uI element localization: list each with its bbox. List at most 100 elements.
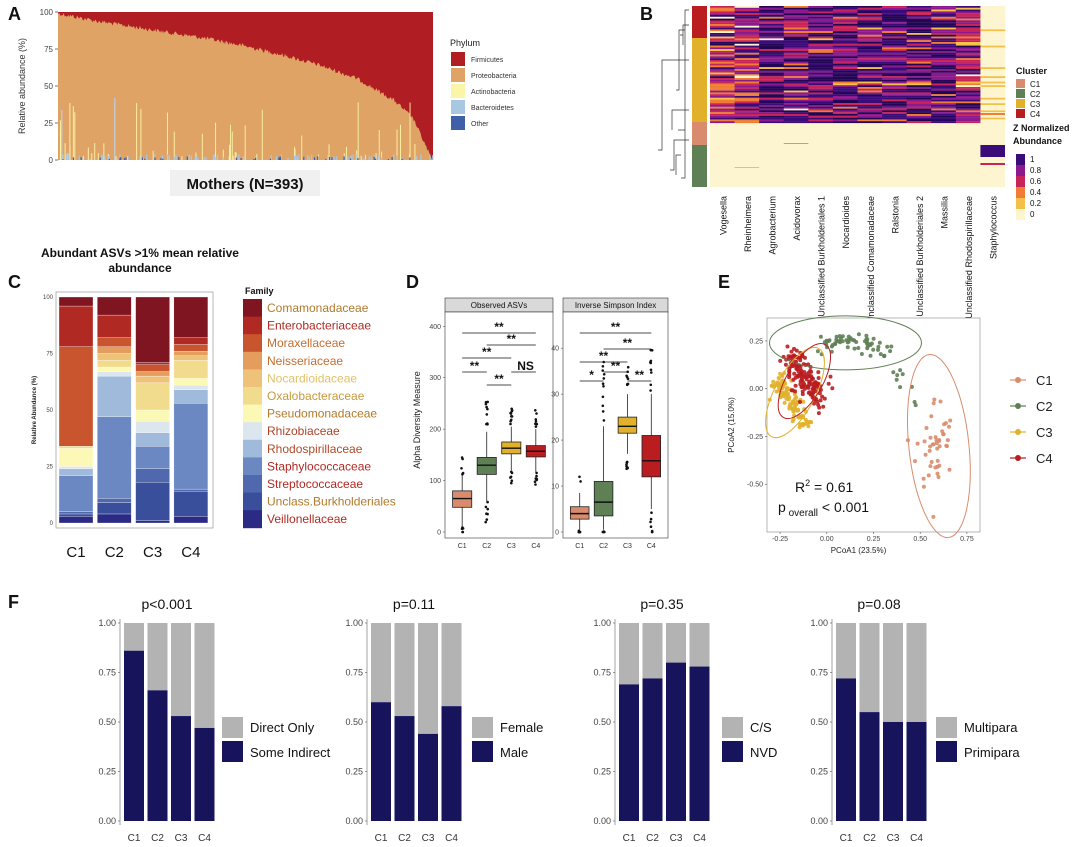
b-heatmap-cell bbox=[955, 34, 981, 37]
e-point-c1 bbox=[937, 444, 942, 449]
b-heatmap-cell bbox=[710, 101, 735, 104]
b-heatmap-cell bbox=[955, 74, 981, 77]
b-heatmap-cell bbox=[857, 20, 883, 23]
f-category-label: C4 bbox=[445, 833, 458, 844]
b-heatmap-cell bbox=[734, 74, 760, 77]
b-heatmap-cell bbox=[710, 9, 735, 12]
e-xtick-label: 0.75 bbox=[960, 536, 974, 543]
e-legend-label: C4 bbox=[1036, 451, 1053, 466]
b-heatmap-cell bbox=[955, 45, 981, 48]
f-legend-swatch-lower bbox=[222, 741, 243, 762]
b-heatmap-cell bbox=[906, 94, 932, 97]
b-heatmap-cell bbox=[955, 29, 981, 32]
b-heatmap-cell bbox=[882, 49, 907, 52]
d-outlier-point bbox=[650, 530, 654, 534]
b-heatmap-cell bbox=[710, 11, 735, 14]
f-category-label: C2 bbox=[863, 833, 876, 844]
a-other-spike bbox=[325, 158, 327, 160]
e-point-c3 bbox=[786, 391, 790, 396]
f-bar-lower bbox=[883, 722, 903, 821]
b-heatmap-cell bbox=[734, 34, 760, 37]
a-bacteroidetes-spike bbox=[308, 156, 310, 160]
e-point-c1 bbox=[922, 439, 927, 444]
b-heatmap-cell bbox=[955, 79, 981, 82]
e-point-c3 bbox=[798, 422, 803, 427]
a-bacteroidetes-spike bbox=[298, 154, 300, 160]
b-heatmap-cell bbox=[808, 83, 834, 86]
a-ytick-label: 0 bbox=[49, 156, 54, 165]
b-heatmap-cell bbox=[832, 74, 858, 77]
a-other-spike bbox=[162, 158, 164, 160]
b-heatmap-cell bbox=[955, 56, 981, 59]
c-legend-swatch bbox=[243, 299, 262, 317]
e-point-c4 bbox=[791, 353, 796, 358]
b-heatmap-cell bbox=[906, 60, 932, 62]
b-heatmap-cell bbox=[857, 94, 883, 97]
e-point-c3 bbox=[803, 409, 808, 414]
a-bacteroidetes-spike bbox=[347, 156, 349, 160]
b-heatmap-cell bbox=[931, 72, 957, 75]
c-bar-segment bbox=[135, 409, 170, 422]
c-legend-swatch bbox=[243, 475, 262, 493]
b-heatmap-cell bbox=[783, 27, 809, 30]
d-box bbox=[641, 435, 662, 478]
a-bacteroidetes-spike bbox=[154, 154, 156, 160]
b-heatmap-cell bbox=[980, 69, 1006, 71]
f-ytick-label: 0.75 bbox=[593, 668, 611, 678]
b-heatmap-cell bbox=[980, 99, 1006, 102]
b-heatmap-cell bbox=[980, 60, 1006, 62]
c-category-label: C1 bbox=[66, 544, 85, 561]
c-bar-segment bbox=[58, 346, 94, 447]
b-heatmap-cell bbox=[759, 74, 785, 77]
b-heatmap-cell bbox=[759, 61, 785, 64]
b-heatmap-cell bbox=[734, 108, 760, 111]
b-heatmap-cell bbox=[906, 110, 932, 113]
b-heatmap-cell bbox=[980, 106, 1006, 109]
b-heatmap-cell bbox=[808, 90, 834, 93]
b-heatmap-cell bbox=[734, 97, 760, 100]
b-heatmap-cell bbox=[857, 115, 883, 118]
b-heatmap-cell bbox=[710, 33, 735, 35]
a-actinobacteria-spike bbox=[231, 131, 233, 160]
b-heatmap-cell bbox=[759, 40, 785, 43]
b-heatmap-cell bbox=[710, 51, 735, 53]
b-heatmap-cell bbox=[734, 92, 760, 95]
f-ytick-label: 0.50 bbox=[98, 717, 116, 727]
a-bacteroidetes-spike bbox=[378, 155, 380, 160]
f-bar-lower bbox=[441, 706, 462, 821]
a-bacteroidetes-spike bbox=[243, 158, 245, 160]
e-legend-dot-c1 bbox=[1015, 377, 1021, 383]
a-other-spike bbox=[119, 157, 121, 160]
a-other-spike bbox=[125, 157, 127, 160]
a-bacteroidetes-spike bbox=[420, 154, 422, 160]
b-heatmap-cell bbox=[857, 15, 883, 17]
b-heatmap-cell bbox=[783, 119, 809, 122]
a-bacteroidetes-spike bbox=[213, 154, 216, 160]
b-heatmap-cell bbox=[931, 105, 957, 107]
b-heatmap-cell bbox=[734, 33, 760, 35]
e-point-c2 bbox=[898, 368, 903, 373]
b-heatmap-cell bbox=[710, 76, 735, 79]
panel-f-proportions: p<0.001 0.00 0.25 0.50 0.75 1.00 C1 C2 C3 C4 Direc… bbox=[98, 596, 1020, 844]
b-heatmap-cell bbox=[857, 60, 883, 62]
b-heatmap-cell bbox=[980, 81, 1006, 84]
b-heatmap-cell bbox=[955, 20, 981, 23]
f-bar-upper bbox=[418, 623, 438, 734]
c-bar-segment bbox=[97, 296, 132, 316]
a-bacteroidetes-spike bbox=[329, 157, 331, 160]
b-heatmap-cell bbox=[906, 20, 932, 23]
panel-letter-f: F bbox=[8, 592, 19, 612]
c-legend-label: Staphylococcaceae bbox=[267, 459, 371, 473]
b-heatmap-cell bbox=[906, 11, 932, 14]
b-heatmap-cell bbox=[980, 78, 1006, 80]
d-outlier-point bbox=[485, 518, 489, 521]
e-point-c4 bbox=[808, 382, 813, 387]
a-actinobacteria-spike bbox=[365, 154, 366, 160]
a-bacteroidetes-spike bbox=[139, 155, 141, 160]
e-legend-dot-c3 bbox=[1015, 429, 1021, 435]
e-point-c4 bbox=[816, 370, 821, 375]
e-point-c4 bbox=[818, 398, 823, 403]
d-significance-label: ** bbox=[611, 320, 621, 334]
e-point-c1 bbox=[915, 441, 920, 446]
e-point-c2 bbox=[900, 372, 905, 377]
